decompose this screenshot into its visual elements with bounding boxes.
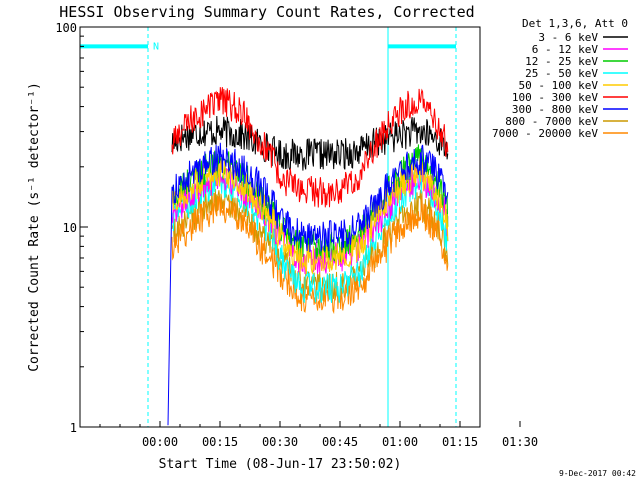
x-axis-label: Start Time (08-Jun-17 23:50:02) — [159, 457, 402, 472]
legend-label-7: 300 - 800 keV — [512, 103, 598, 116]
legend-label-4: 25 - 50 keV — [525, 67, 598, 80]
series-line-5 — [171, 156, 449, 275]
legend-title: Det 1,3,6, Att 0 — [522, 17, 628, 30]
legend-label-2: 6 - 12 keV — [532, 43, 599, 56]
x-tick-label-5: 01:00 — [382, 435, 418, 449]
series-line-1 — [171, 115, 449, 171]
x-tick-label-7: 01:30 — [502, 435, 538, 449]
y-tick-label-2: 10 — [63, 221, 77, 235]
generation-timestamp: 9-Dec-2017 00:42 — [559, 469, 636, 478]
x-tick-label-1: 00:00 — [142, 435, 178, 449]
legend-label-9: 7000 - 20000 keV — [492, 127, 598, 140]
series-line-6 — [171, 87, 449, 208]
night-markers: N — [80, 41, 456, 52]
y-axis-label: Corrected Count Rate (s⁻¹ detector⁻¹) — [27, 82, 42, 372]
legend-label-8: 800 - 7000 keV — [505, 115, 598, 128]
series-line-7 — [167, 142, 449, 426]
chart-title: HESSI Observing Summary Count Rates, Cor… — [59, 3, 474, 21]
series-lines — [167, 87, 449, 426]
y-tick-label-1: 1 — [70, 421, 77, 435]
legend-label-3: 12 - 25 keV — [525, 55, 598, 68]
night-label: N — [153, 41, 159, 52]
x-tick-label-3: 00:30 — [262, 435, 298, 449]
x-tick-label-2: 00:15 — [202, 435, 238, 449]
legend-label-6: 100 - 300 keV — [512, 91, 598, 104]
x-tick-label-4: 00:45 — [322, 435, 358, 449]
x-axis: 00:00 00:15 00:30 00:45 01:00 01:15 01:30 — [99, 421, 538, 449]
y-tick-label-3: 100 — [55, 21, 77, 35]
legend-label-1: 3 - 6 keV — [538, 31, 598, 44]
plot-area: N — [79, 27, 457, 427]
legend-label-5: 50 - 100 keV — [519, 79, 599, 92]
y-axis: 1 10 100 — [55, 21, 88, 435]
x-tick-label-6: 01:15 — [442, 435, 478, 449]
